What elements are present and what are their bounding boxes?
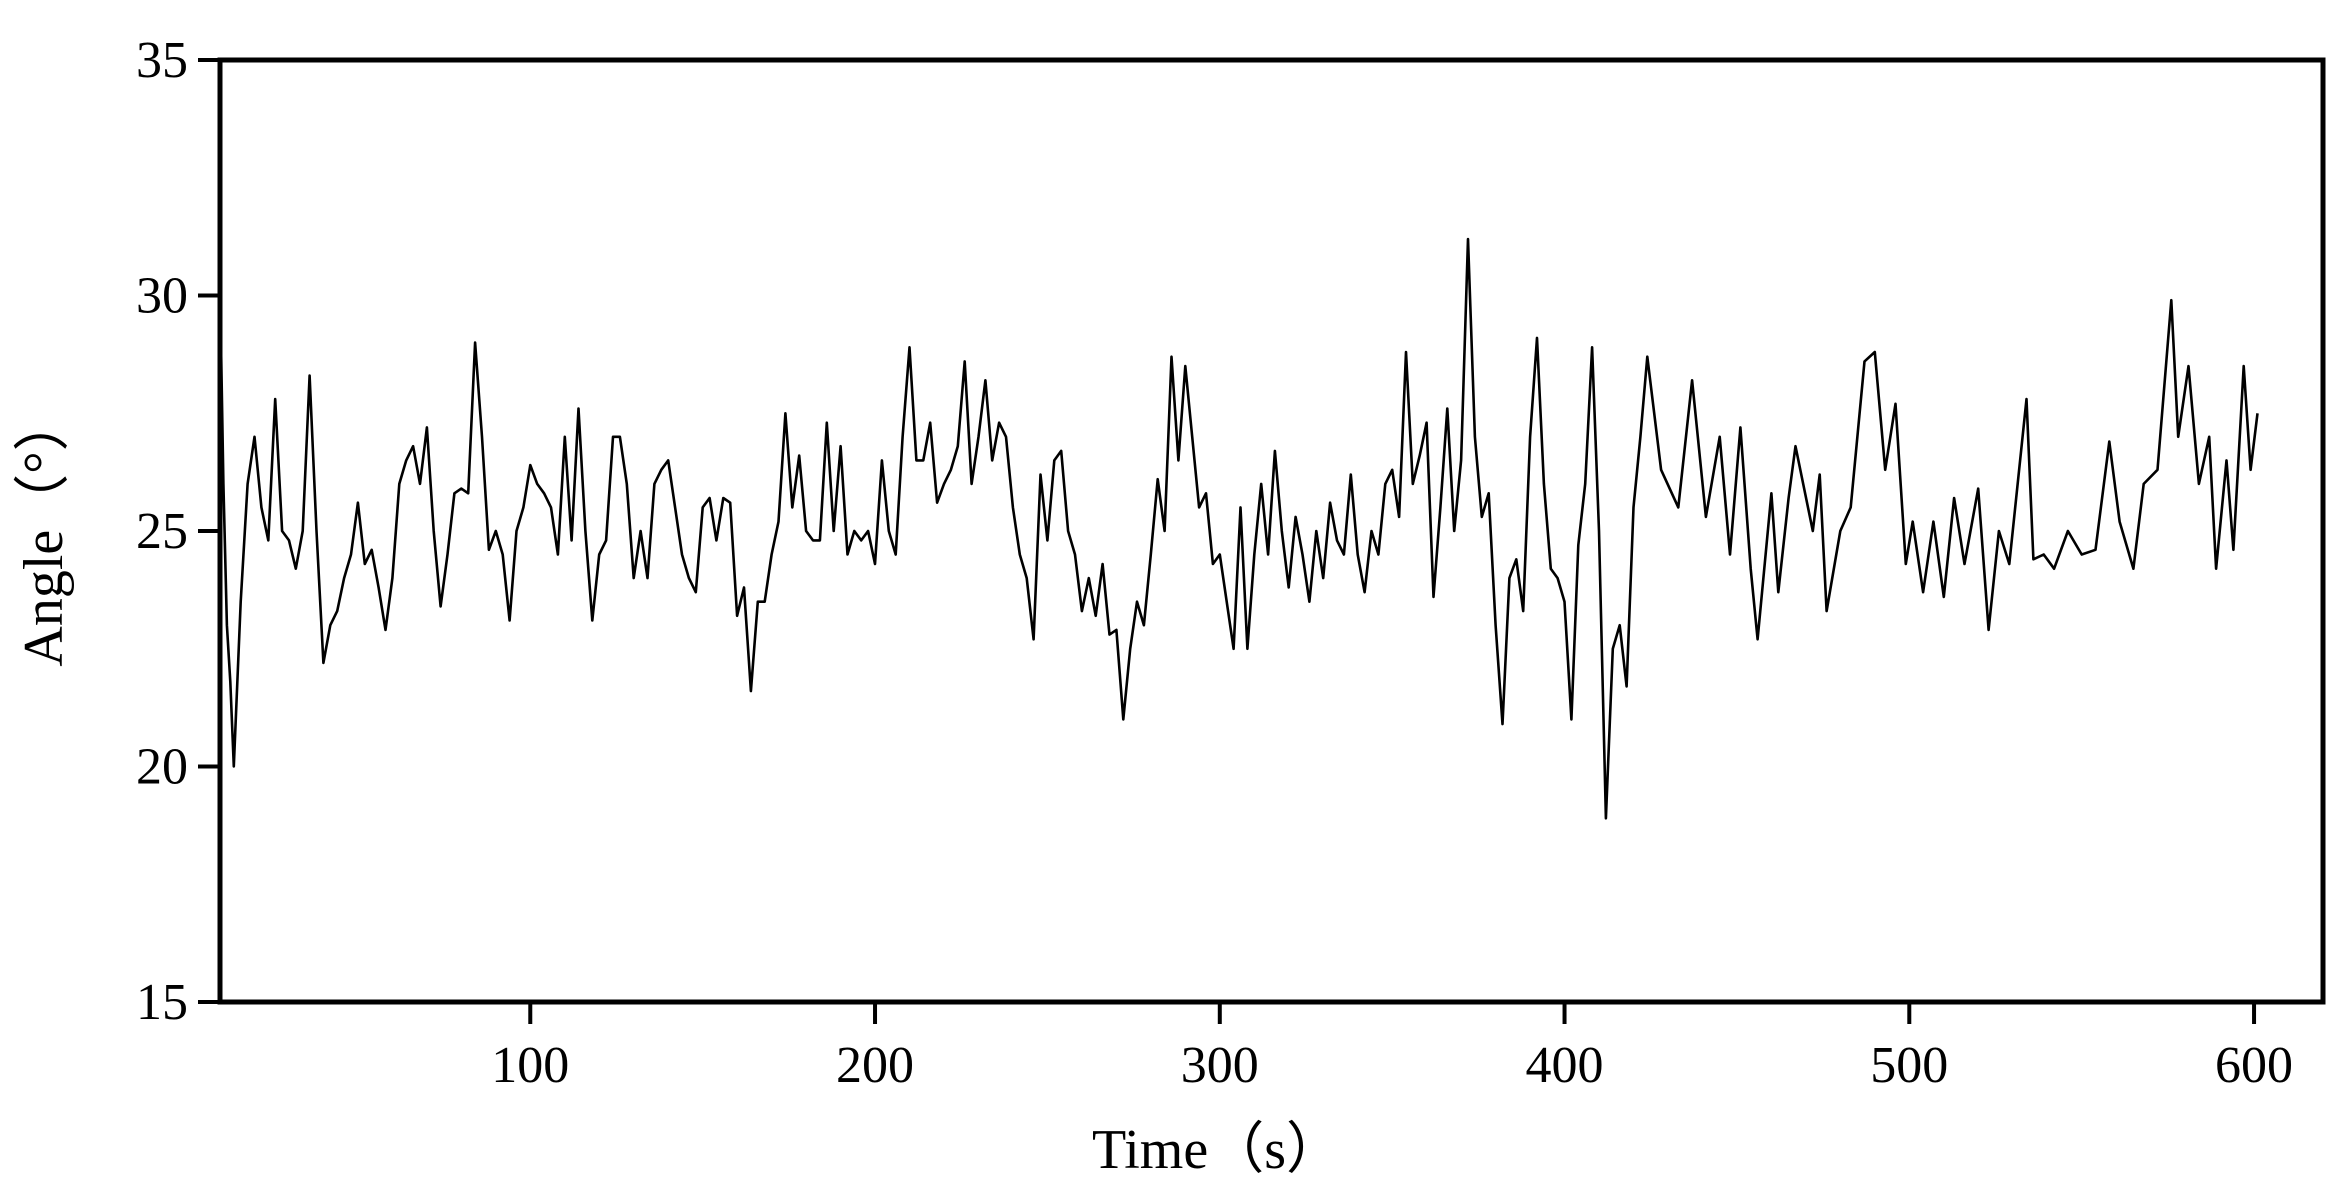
x-tick-label: 400	[1526, 1037, 1604, 1094]
y-tick-label: 15	[136, 974, 188, 1031]
plot-frame	[217, 57, 2326, 1005]
y-tick-label: 35	[136, 32, 188, 89]
x-axis-label: Time（s）	[1092, 1119, 1342, 1180]
y-axis-label: Angle（°）	[13, 395, 75, 666]
x-tick-label: 200	[836, 1037, 914, 1094]
x-tick-label: 600	[2215, 1037, 2293, 1094]
x-tick-label: 300	[1181, 1037, 1259, 1094]
x-tick-label: 100	[491, 1037, 569, 1094]
y-tick-label: 20	[136, 739, 188, 796]
y-tick-label: 25	[136, 503, 188, 560]
y-tick-label: 30	[136, 268, 188, 325]
data-line	[218, 237, 2259, 820]
x-tick-label: 500	[1870, 1037, 1948, 1094]
